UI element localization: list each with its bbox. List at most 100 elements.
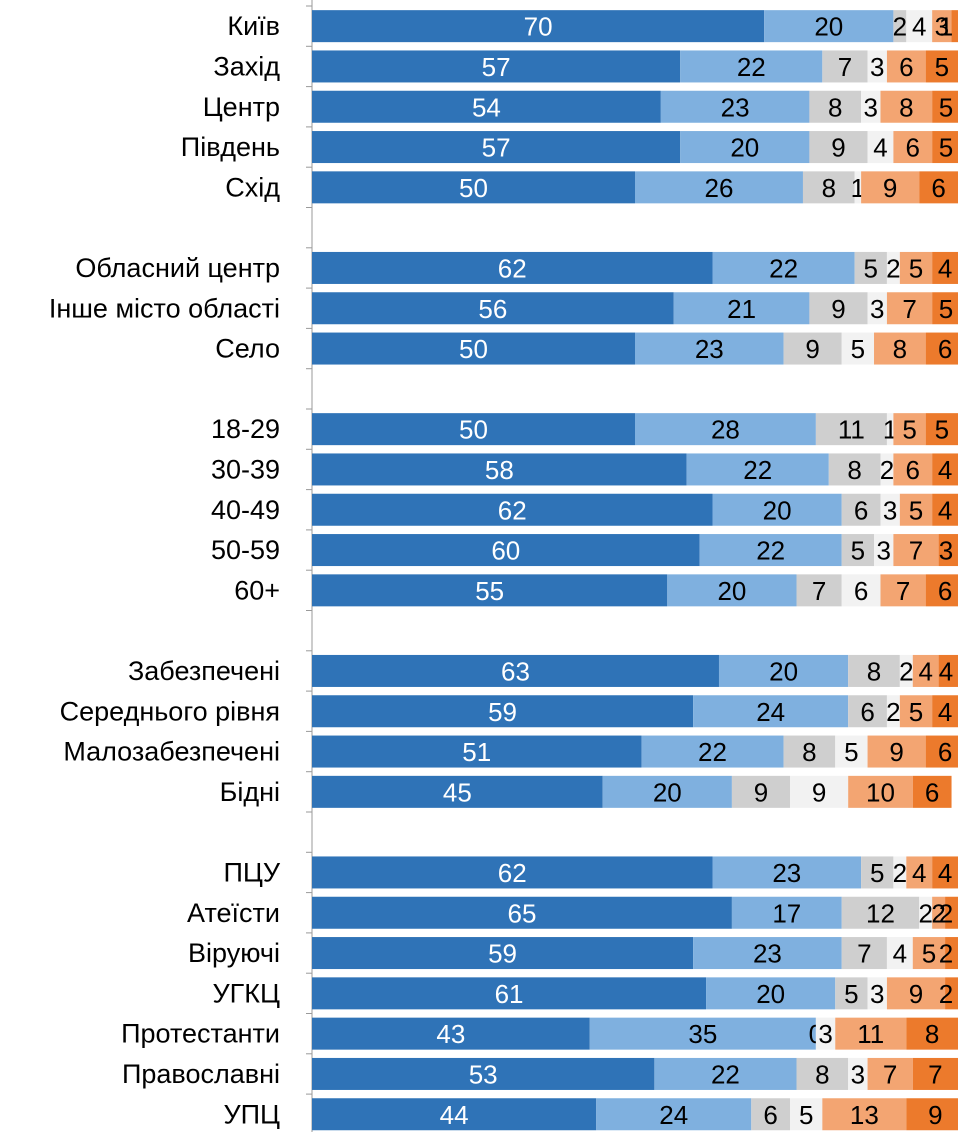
category-label: 50-59 [211,535,280,565]
bar-segment [312,50,681,83]
bar-value-label: 2 [899,656,913,686]
bar-segment [912,1057,958,1090]
bar-value-label: 44 [440,1100,469,1130]
bar-value-label: 51 [462,737,491,767]
bar-value-label: 2 [893,858,907,888]
bar-value-label: 20 [730,133,759,163]
bar-segment [841,896,920,929]
category-label: Бідні [220,777,280,807]
bar-segment [861,171,920,204]
bar-segment [848,1057,868,1090]
category-axis [306,0,313,1132]
bar-segment [312,90,661,123]
bar-segment [312,292,674,325]
bar-segment [822,50,868,83]
bar-segment [945,977,958,1010]
bar-segment [932,90,958,123]
bar-segment [712,856,862,889]
bar-segment [312,171,635,204]
bar-row: 57 22 7 3 6 5 [312,50,958,83]
bar-value-label: 8 [815,1059,829,1089]
bar-segment [312,493,713,526]
bar-segment [886,50,926,83]
bar-value-label: 5 [935,415,949,445]
bar-value-label: 20 [814,12,843,42]
bar-value-label: 8 [822,173,836,203]
bar-row: 62 23 5 2 4 4 [312,856,958,889]
bar-segment [312,1098,597,1131]
bar-value-label: 20 [763,495,792,525]
bar-value-label: 58 [485,455,514,485]
bar-segment [680,50,823,83]
bar-value-label: 4 [939,656,953,686]
bar-value-label: 9 [883,173,897,203]
bar-value-label: 20 [717,576,746,606]
bar-value-label: 5 [851,334,865,364]
bar-value-label: 9 [805,334,819,364]
bar-value-label: 23 [753,939,782,969]
bar-row: 51 22 8 5 9 6 [312,735,958,768]
bar-value-label: 23 [721,92,750,122]
bar-value-label: 3 [876,536,890,566]
bar-segment [312,856,713,889]
bar-value-label: 3 [851,1059,865,1089]
bar-row: 57 20 9 4 6 5 [312,131,958,164]
bar-segment [861,90,881,123]
bar-segment [312,1017,590,1050]
bar-value-label: 5 [844,979,858,1009]
category-label: Атеїсти [187,898,280,928]
bar-value-label: 3 [870,294,884,324]
bar-row: 433503118 [312,1017,958,1050]
bar-segment [686,453,829,486]
bar-segment [312,574,668,607]
bar-value-label: 53 [469,1059,498,1089]
bar-row: 58 22 8 2 6 4 [312,453,958,486]
bar-segment [861,856,894,889]
bar-value-label: 11 [857,1019,884,1049]
bar-value-label: 24 [756,697,785,727]
bar-value-label: 4 [912,858,926,888]
bar-segment [886,977,946,1010]
bar-value-label: 9 [831,133,845,163]
bar-segment [783,332,842,365]
bar-value-label: 62 [498,495,527,525]
bar-value-label: 5 [922,939,936,969]
bar-segment [790,775,849,808]
bar-value-label: 9 [812,777,826,807]
bar-value-label: 9 [754,777,768,807]
bar-value-label: 6 [906,133,920,163]
bar-value-label: 5 [935,52,949,82]
bar-segment [945,896,958,929]
bar-value-label: 4 [893,939,907,969]
bar-value-label: 8 [828,92,842,122]
bar-value-label: 8 [893,334,907,364]
bar-row: 59 23 7 4 5 2 [312,937,958,970]
bar-value-label: 22 [756,536,785,566]
category-labels: Київ Захід Центр Південь Схід Обласний центр І… [49,11,281,1129]
bar-value-label: 4 [912,12,926,42]
bar-segment [925,413,958,446]
bar-row: 45 20 9 9 10 6 [312,775,952,808]
bar-value-label: 2 [886,253,900,283]
category-label: Село [215,334,280,364]
category-label: 40-49 [211,495,280,525]
bar-segment [932,10,952,43]
category-label: УГКЦ [213,978,281,1008]
bar-value-label: 65 [507,898,536,928]
bar-value-label: 28 [711,415,740,445]
bar-value-label: 5 [909,495,923,525]
bar-value-label: 7 [857,939,871,969]
bar-segment [312,1057,655,1090]
bar-value-label: 24 [659,1100,688,1130]
bar-segment [835,977,868,1010]
bar-segment [312,131,681,164]
bar-segment [751,1098,791,1131]
bar-value-label: 4 [918,656,932,686]
bar-value-label: 50 [459,173,488,203]
bar-segment [841,574,881,607]
bar-segment [886,937,913,970]
bar-segment [925,50,958,83]
bar-segment [932,896,946,929]
